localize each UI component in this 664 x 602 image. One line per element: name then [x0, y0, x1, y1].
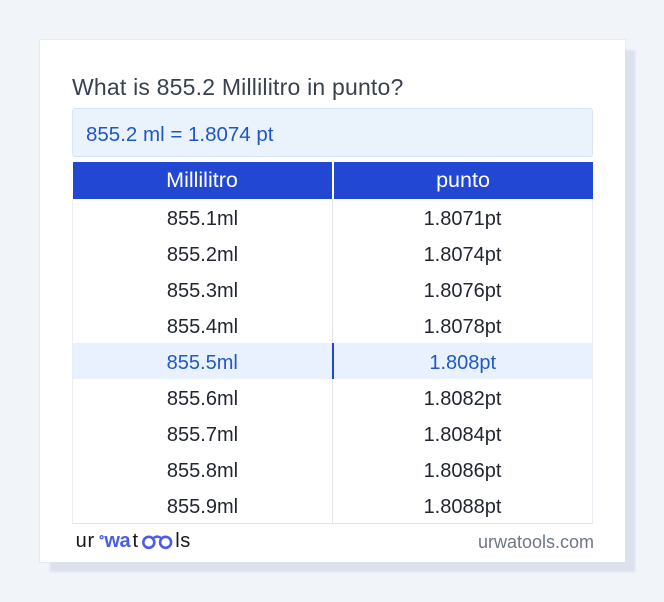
svg-text:wa: wa	[103, 530, 131, 552]
svg-text:t: t	[133, 530, 139, 552]
svg-text:ur: ur	[76, 530, 95, 552]
svg-text:ls: ls	[175, 530, 190, 552]
